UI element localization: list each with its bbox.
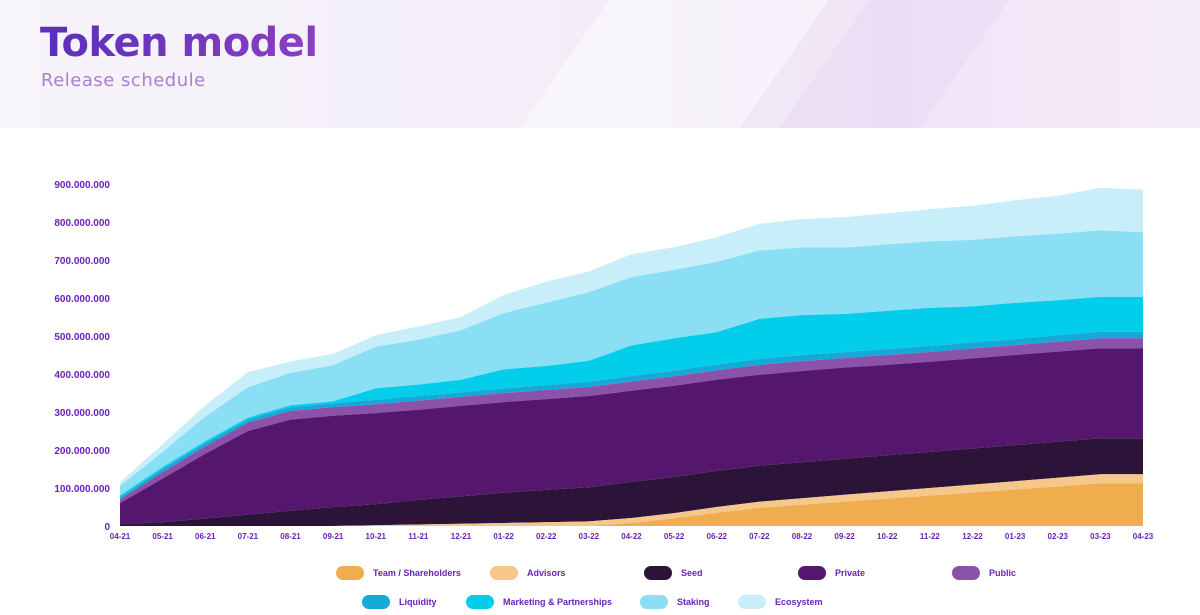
legend-swatch-staking xyxy=(640,595,668,609)
legend-swatch-seed xyxy=(644,566,672,580)
x-tick-label: 07-21 xyxy=(238,532,259,541)
area-series-staking xyxy=(120,230,1143,496)
x-tick-label: 11-22 xyxy=(920,532,941,541)
legend-swatch-advisors xyxy=(490,566,518,580)
area-series-ecosystem xyxy=(120,187,1143,487)
legend-swatch-ecosystem xyxy=(738,595,766,609)
x-tick-label: 05-21 xyxy=(152,532,173,541)
legend-swatch-marketing-partnerships xyxy=(466,595,494,609)
y-tick-label: 800.000.000 xyxy=(54,218,110,229)
y-tick-label: 100.000.000 xyxy=(54,484,110,495)
x-axis: 04-21 05-21 06-21 07-21 08-21 09-21 10-21 11-21… xyxy=(110,532,1154,541)
legend-label-team-shareholders: Team / Shareholders xyxy=(373,568,461,578)
x-tick-label: 09-21 xyxy=(323,532,344,541)
legend-label-marketing-partnerships: Marketing & Partnerships xyxy=(503,597,612,607)
x-tick-label: 10-22 xyxy=(877,532,898,541)
y-tick-label: 500.000.000 xyxy=(54,332,110,343)
x-tick-label: 04-23 xyxy=(1133,532,1154,541)
x-tick-label: 01-23 xyxy=(1005,532,1026,541)
y-tick-label: 600.000.000 xyxy=(54,294,110,305)
legend-label-public: Public xyxy=(989,568,1016,578)
x-tick-label: 03-23 xyxy=(1090,532,1111,541)
y-tick-label: 400.000.000 xyxy=(54,370,110,381)
y-tick-label: 900.000.000 xyxy=(54,180,110,191)
x-tick-label: 06-22 xyxy=(707,532,728,541)
x-tick-label: 02-23 xyxy=(1048,532,1069,541)
x-tick-label: 03-22 xyxy=(579,532,600,541)
legend-label-staking: Staking xyxy=(677,597,710,607)
chart-legend: Team / Shareholders Advisors Seed Private Pu… xyxy=(336,566,1016,609)
legend-label-seed: Seed xyxy=(681,568,703,578)
x-tick-label: 11-21 xyxy=(408,532,429,541)
x-tick-label: 09-22 xyxy=(834,532,855,541)
legend-swatch-liquidity xyxy=(362,595,390,609)
x-tick-label: 12-21 xyxy=(451,532,472,541)
x-tick-label: 04-22 xyxy=(621,532,642,541)
page-title: Token model xyxy=(40,20,318,66)
x-tick-label: 10-21 xyxy=(366,532,387,541)
area-series-advisors xyxy=(120,474,1143,526)
legend-label-liquidity: Liquidity xyxy=(399,597,437,607)
legend-label-advisors: Advisors xyxy=(527,568,566,578)
x-tick-label: 05-22 xyxy=(664,532,685,541)
x-tick-label: 08-22 xyxy=(792,532,813,541)
legend-label-ecosystem: Ecosystem xyxy=(775,597,823,607)
area-series-team-shareholders xyxy=(120,483,1143,526)
x-tick-label: 04-21 xyxy=(110,532,131,541)
header-decoration xyxy=(496,0,844,128)
y-axis: 0 100.000.000 200.000.000 300.000.000 400.00… xyxy=(54,180,110,533)
area-series-private xyxy=(120,348,1143,525)
x-tick-label: 01-22 xyxy=(493,532,514,541)
y-tick-label: 200.000.000 xyxy=(54,446,110,457)
legend-label-private: Private xyxy=(835,568,865,578)
area-series-marketing-partnerships xyxy=(120,296,1143,498)
x-tick-label: 07-22 xyxy=(749,532,770,541)
legend-swatch-private xyxy=(798,566,826,580)
legend-swatch-public xyxy=(952,566,980,580)
y-tick-label: 300.000.000 xyxy=(54,408,110,419)
x-tick-label: 08-21 xyxy=(280,532,301,541)
chart-areas xyxy=(120,187,1143,526)
legend-swatch-team-shareholders xyxy=(336,566,364,580)
stacked-area-chart: 0 100.000.000 200.000.000 300.000.000 400.00… xyxy=(54,180,1154,609)
x-tick-label: 06-21 xyxy=(195,532,216,541)
y-tick-label: 700.000.000 xyxy=(54,256,110,267)
area-series-seed xyxy=(120,438,1143,526)
x-tick-label: 02-22 xyxy=(536,532,557,541)
header-banner: Token model Release schedule xyxy=(0,0,1200,128)
x-tick-label: 12-22 xyxy=(962,532,983,541)
page-subtitle: Release schedule xyxy=(41,70,206,91)
y-tick-label: 0 xyxy=(104,522,110,533)
